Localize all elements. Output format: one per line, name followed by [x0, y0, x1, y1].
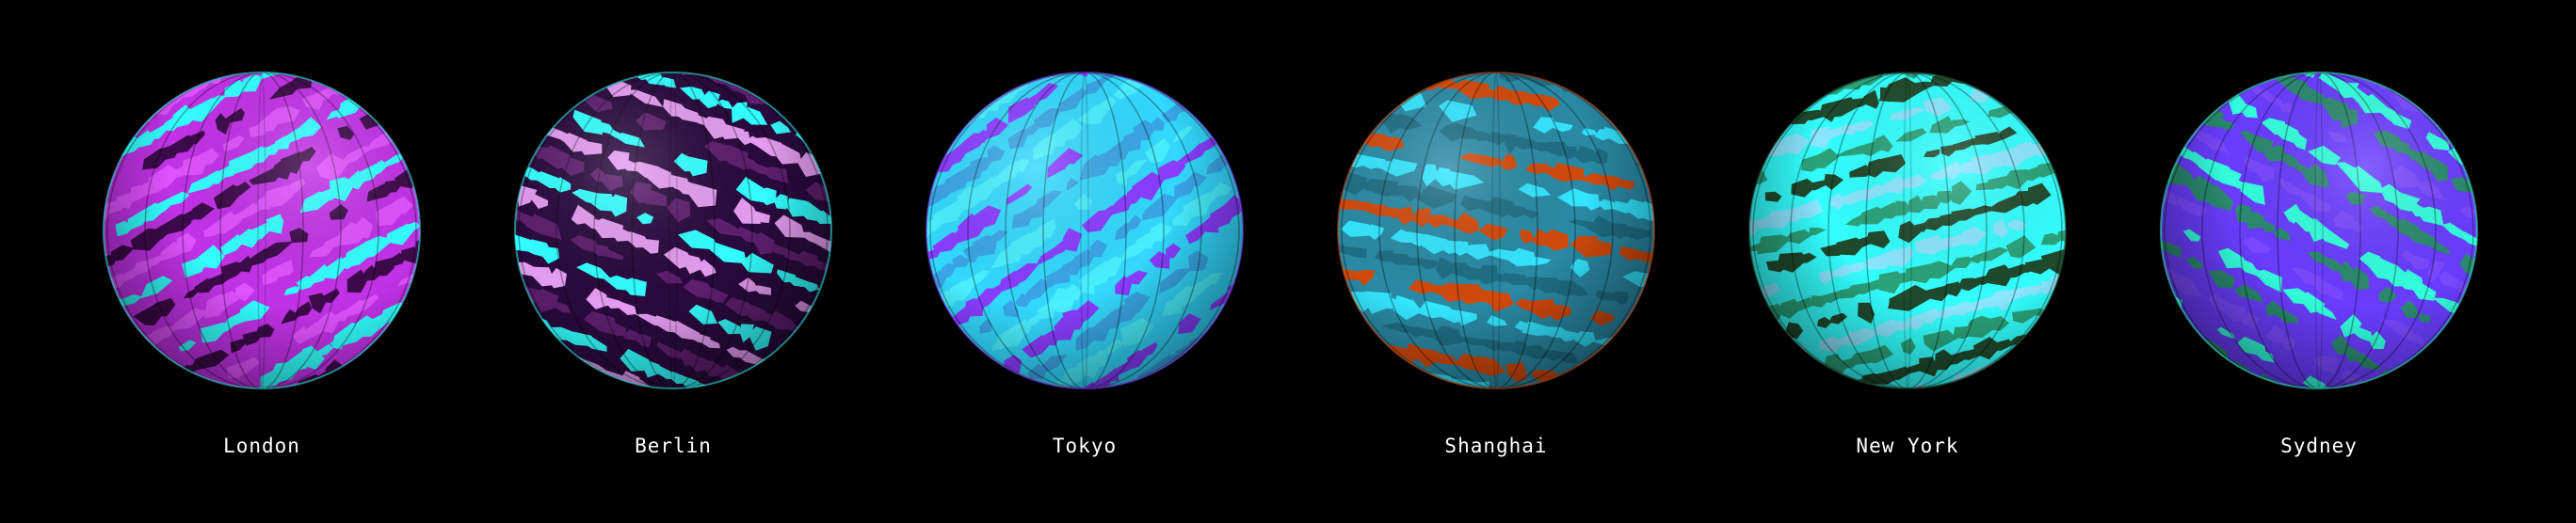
globe-card-london: London	[73, 56, 450, 489]
city-label-berlin: Berlin	[635, 435, 712, 457]
city-label-tokyo: Tokyo	[1052, 435, 1118, 457]
globe-new-york	[1747, 71, 2068, 390]
globe-card-berlin: Berlin	[485, 56, 861, 489]
globe-london	[102, 71, 422, 390]
globe-berlin	[513, 71, 833, 390]
globe-pattern	[1748, 71, 2067, 389]
globe-card-shanghai: Shanghai	[1308, 56, 1684, 489]
city-label-shanghai: Shanghai	[1444, 435, 1548, 457]
globe-pattern	[514, 71, 832, 389]
globe-pattern	[926, 71, 1244, 389]
globe-pattern	[2160, 71, 2478, 389]
globe-card-new-york: New York	[1719, 56, 2096, 489]
globe-tokyo	[925, 71, 1245, 390]
city-label-sydney: Sydney	[2280, 435, 2358, 457]
globe-shanghai	[1336, 71, 1656, 390]
globe-card-sydney: Sydney	[2131, 56, 2507, 489]
city-label-new-york: New York	[1856, 435, 1959, 457]
globe-card-tokyo: Tokyo	[896, 56, 1273, 489]
globe-sydney	[2159, 71, 2479, 390]
globe-pattern	[103, 71, 421, 389]
city-label-london: London	[223, 435, 300, 457]
globe-pattern	[1337, 71, 1655, 389]
